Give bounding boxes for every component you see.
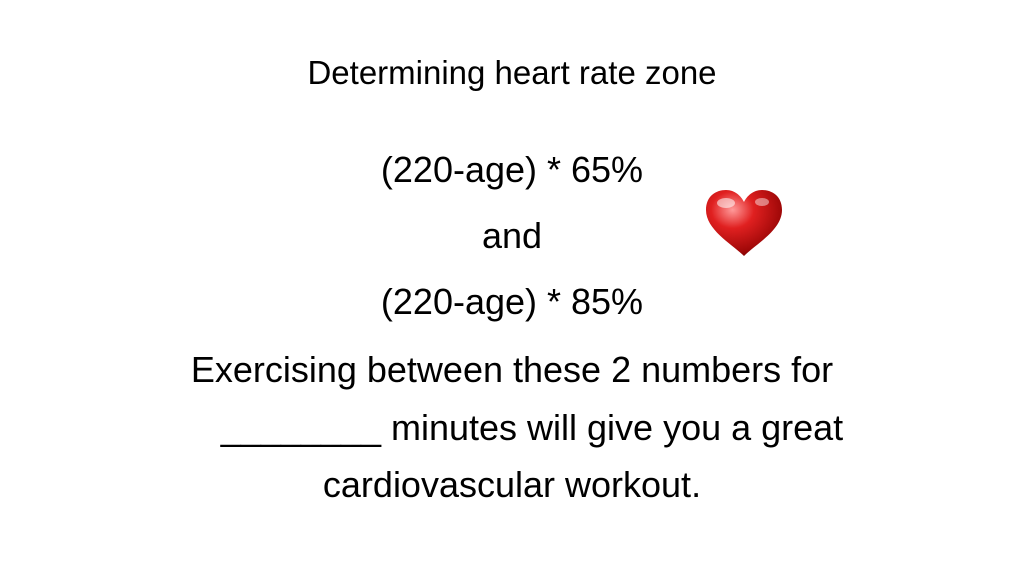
formula-line: (220-age) * 65% — [380, 149, 644, 190]
paragraph-line: cardiovascular workout. — [322, 464, 702, 505]
paragraph-line: Exercising between these 2 numbers for — [190, 349, 834, 390]
formula-line: and — [481, 215, 543, 256]
paragraph-line: ________ minutes will give you a great — [220, 407, 844, 448]
heart-icon — [706, 190, 782, 256]
slide-title: Determining heart rate zone — [307, 54, 717, 91]
formula-line: (220-age) * 85% — [380, 281, 644, 322]
heart-highlight — [755, 198, 769, 206]
heart-highlight — [717, 198, 735, 208]
heart-shape — [706, 190, 782, 256]
